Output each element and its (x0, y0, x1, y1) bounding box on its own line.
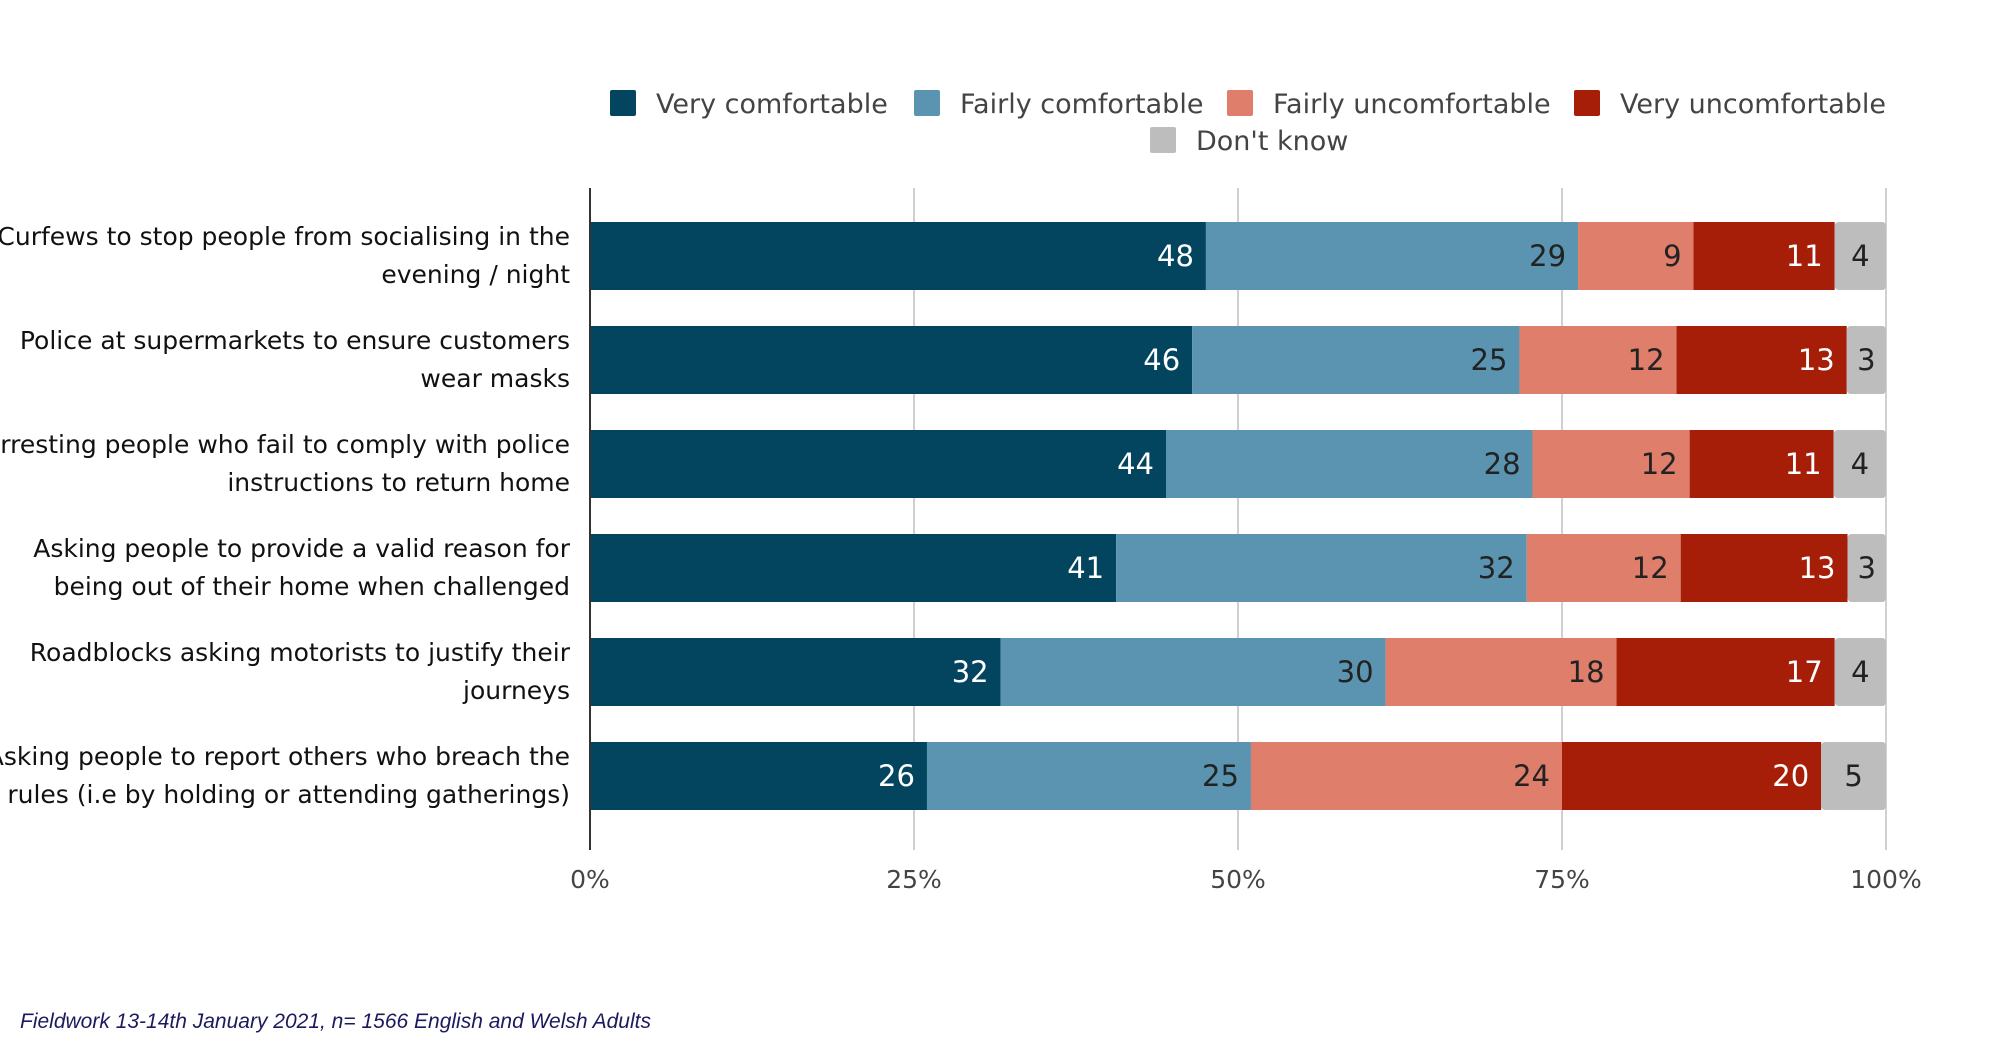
data-label: 4 (1851, 655, 1869, 689)
data-label: 13 (1799, 551, 1836, 585)
bar-segment-fairly-comfortable (926, 742, 1251, 810)
data-label: 4 (1851, 239, 1869, 273)
category-label: Asking people to provide a valid reason … (33, 534, 571, 601)
bar-segment-very-uncomfortable (1562, 742, 1822, 810)
data-label: 12 (1628, 343, 1665, 377)
bar-segment-very-uncomfortable (1693, 222, 1835, 290)
data-label: 11 (1786, 239, 1823, 273)
legend-swatch (914, 90, 940, 116)
legend-swatch (1574, 90, 1600, 116)
bar-segment-very-comfortable (590, 534, 1117, 602)
data-label: 12 (1632, 551, 1669, 585)
bar-segment-fairly-comfortable (1000, 638, 1386, 706)
data-label: 12 (1641, 447, 1678, 481)
bar-row: 26 25 24 20 5 (590, 742, 1886, 810)
data-label: 4 (1851, 447, 1869, 481)
bar-segment-very-comfortable (590, 430, 1166, 498)
bar-segment-very-uncomfortable (1680, 534, 1848, 602)
data-label: 18 (1568, 655, 1605, 689)
data-label: 44 (1117, 447, 1154, 481)
data-label: 26 (878, 759, 915, 793)
footnote: Fieldwork 13-14th January 2021, n= 1566 … (20, 1010, 651, 1033)
category-label: Police at supermarkets to ensure custome… (20, 326, 570, 393)
data-label: 46 (1143, 343, 1180, 377)
bar-segment-fairly-uncomfortable (1385, 638, 1617, 706)
bar-segment-very-comfortable (590, 638, 1001, 706)
bar-row: 41 32 12 13 3 (590, 534, 1886, 602)
data-label: 30 (1337, 655, 1374, 689)
bar-segment-don-t-know (1847, 534, 1886, 602)
bar-segment-fairly-comfortable (1166, 430, 1533, 498)
legend-item-fairly-comfortable: Fairly comfortable (914, 89, 1203, 120)
legend-swatch (1150, 127, 1176, 153)
bar-segment-very-uncomfortable (1676, 326, 1847, 394)
x-tick-label: 0% (570, 865, 610, 894)
bar-segment-don-t-know (1821, 742, 1886, 810)
bar-segment-fairly-comfortable (1116, 534, 1527, 602)
legend-label: Very comfortable (656, 89, 888, 120)
data-label: 9 (1663, 239, 1681, 273)
category-label: Asking people to report others who breac… (0, 742, 570, 809)
bar-segment-don-t-know (1834, 222, 1886, 290)
category-labels: Curfews to stop people from socialising … (0, 222, 571, 809)
data-label: 17 (1786, 655, 1823, 689)
data-label: 25 (1471, 343, 1508, 377)
category-label: Arresting people who fail to comply with… (0, 430, 570, 497)
data-label: 13 (1798, 343, 1835, 377)
bar-segment-fairly-comfortable (1205, 222, 1579, 290)
bar-segment-fairly-comfortable (1192, 326, 1520, 394)
x-tick-label: 100% (1850, 865, 1921, 894)
data-label: 41 (1067, 551, 1104, 585)
legend-swatch (1227, 90, 1253, 116)
legend-label: Fairly uncomfortable (1273, 89, 1551, 120)
legend-label: Fairly comfortable (960, 89, 1203, 120)
data-label: 20 (1772, 759, 1809, 793)
bar-segment-very-comfortable (590, 326, 1193, 394)
legend: Very comfortable Fairly comfortable Fairly… (610, 89, 1886, 157)
data-label: 32 (1478, 551, 1515, 585)
bar-segment-fairly-uncomfortable (1532, 430, 1690, 498)
bar-segment-fairly-uncomfortable (1519, 326, 1677, 394)
gridlines (913, 188, 1887, 850)
bar-row: 46 25 12 13 3 (590, 326, 1886, 394)
legend-swatch (610, 90, 636, 116)
data-label: 11 (1785, 447, 1822, 481)
category-label: Roadblocks asking motorists to justify t… (30, 638, 571, 705)
bar-segment-very-uncomfortable (1689, 430, 1834, 498)
data-label: 32 (952, 655, 989, 689)
data-label: 29 (1529, 239, 1566, 273)
x-tick-label: 75% (1534, 865, 1590, 894)
bars: 48 29 9 11 4 46 25 12 13 3 44 28 12 11 4 41 32 12 13 3 32 30 1… (590, 222, 1886, 810)
bar-segment-very-uncomfortable (1616, 638, 1835, 706)
x-tick-label: 25% (886, 865, 942, 894)
bar-segment-fairly-uncomfortable (1526, 534, 1681, 602)
bar-segment-don-t-know (1834, 638, 1886, 706)
data-label: 3 (1857, 343, 1875, 377)
bar-row: 32 30 18 17 4 (590, 638, 1886, 706)
x-tick-label: 50% (1210, 865, 1266, 894)
legend-item-very-comfortable: Very comfortable (610, 89, 888, 120)
legend-item-very-uncomfortable: Very uncomfortable (1574, 89, 1886, 120)
bar-segment-don-t-know (1833, 430, 1886, 498)
bar-segment-fairly-uncomfortable (1578, 222, 1694, 290)
bar-row: 48 29 9 11 4 (590, 222, 1886, 290)
bar-segment-very-comfortable (590, 222, 1206, 290)
category-label: Curfews to stop people from socialising … (0, 222, 570, 289)
bar-segment-fairly-uncomfortable (1250, 742, 1562, 810)
data-label: 48 (1157, 239, 1194, 273)
legend-label: Very uncomfortable (1620, 89, 1886, 120)
data-label: 3 (1858, 551, 1876, 585)
data-label: 28 (1484, 447, 1521, 481)
legend-item-fairly-uncomfortable: Fairly uncomfortable (1227, 89, 1551, 120)
legend-label: Don't know (1196, 126, 1348, 157)
bar-segment-don-t-know (1846, 326, 1886, 394)
data-label: 24 (1513, 759, 1550, 793)
data-label: 5 (1844, 759, 1862, 793)
legend-item-don-t-know: Don't know (1150, 126, 1348, 157)
x-axis: 0% 25% 50% 75% 100% (570, 188, 1922, 894)
bar-segment-very-comfortable (590, 742, 927, 810)
data-label: 25 (1202, 759, 1239, 793)
bar-row: 44 28 12 11 4 (590, 430, 1886, 498)
